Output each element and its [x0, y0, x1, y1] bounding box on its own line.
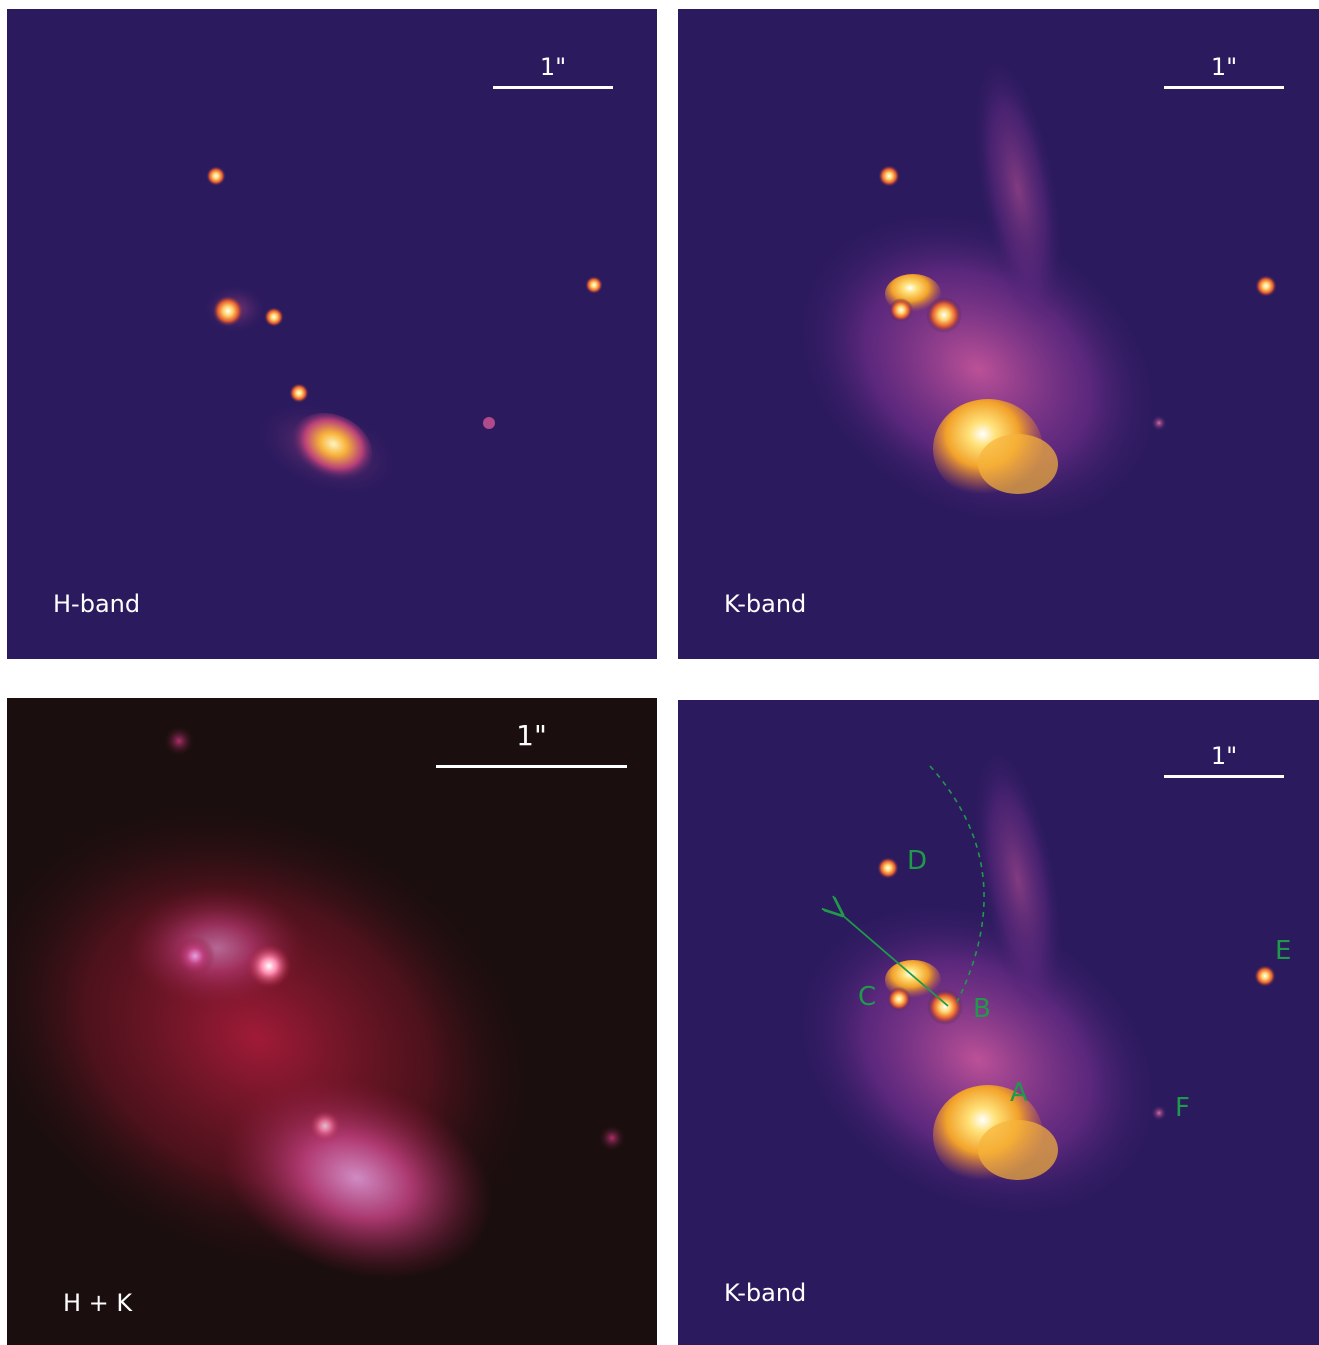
source-e: [1254, 965, 1276, 987]
band-label: H + K: [63, 1289, 133, 1317]
scale-bar: [1164, 86, 1284, 89]
source-label-f: F: [1175, 1093, 1190, 1123]
band-label: K-band: [724, 1279, 807, 1307]
scale-bar: [1164, 775, 1284, 778]
h-plus-k-panel: 1" H + K: [7, 698, 657, 1345]
band-label: K-band: [724, 590, 807, 618]
scale-bar-label: 1": [516, 719, 547, 752]
band-label: H-band: [53, 590, 141, 618]
source-b: [927, 989, 963, 1025]
source-label-d: D: [907, 846, 928, 876]
h-band-image: [201, 166, 603, 500]
h-plus-k-image: [7, 725, 626, 1282]
scale-bar-label: 1": [539, 53, 567, 81]
scale-bar: [493, 86, 613, 89]
k-band-image: [789, 50, 1277, 533]
source-d: [877, 857, 899, 879]
scale-bar: [436, 765, 627, 768]
k-band-panel: 1" K-band: [678, 9, 1319, 659]
h-band-panel: 1" H-band: [7, 9, 657, 659]
scale-bar-label: 1": [1210, 53, 1238, 81]
dashed-arc: [929, 765, 985, 1005]
source-f: [1151, 1105, 1167, 1121]
k-band-annotated-panel: 1" A B C D E F K-band: [678, 700, 1319, 1345]
source-label-b: B: [973, 994, 991, 1024]
k-band-annotated-image: [789, 741, 1276, 1224]
source-label-a: A: [1010, 1078, 1028, 1108]
direction-arrow: [841, 914, 949, 1007]
source-label-c: C: [858, 982, 877, 1012]
scale-bar-label: 1": [1210, 742, 1238, 770]
source-c: [887, 987, 911, 1011]
source-label-e: E: [1275, 936, 1292, 966]
bright-star: [212, 295, 244, 327]
